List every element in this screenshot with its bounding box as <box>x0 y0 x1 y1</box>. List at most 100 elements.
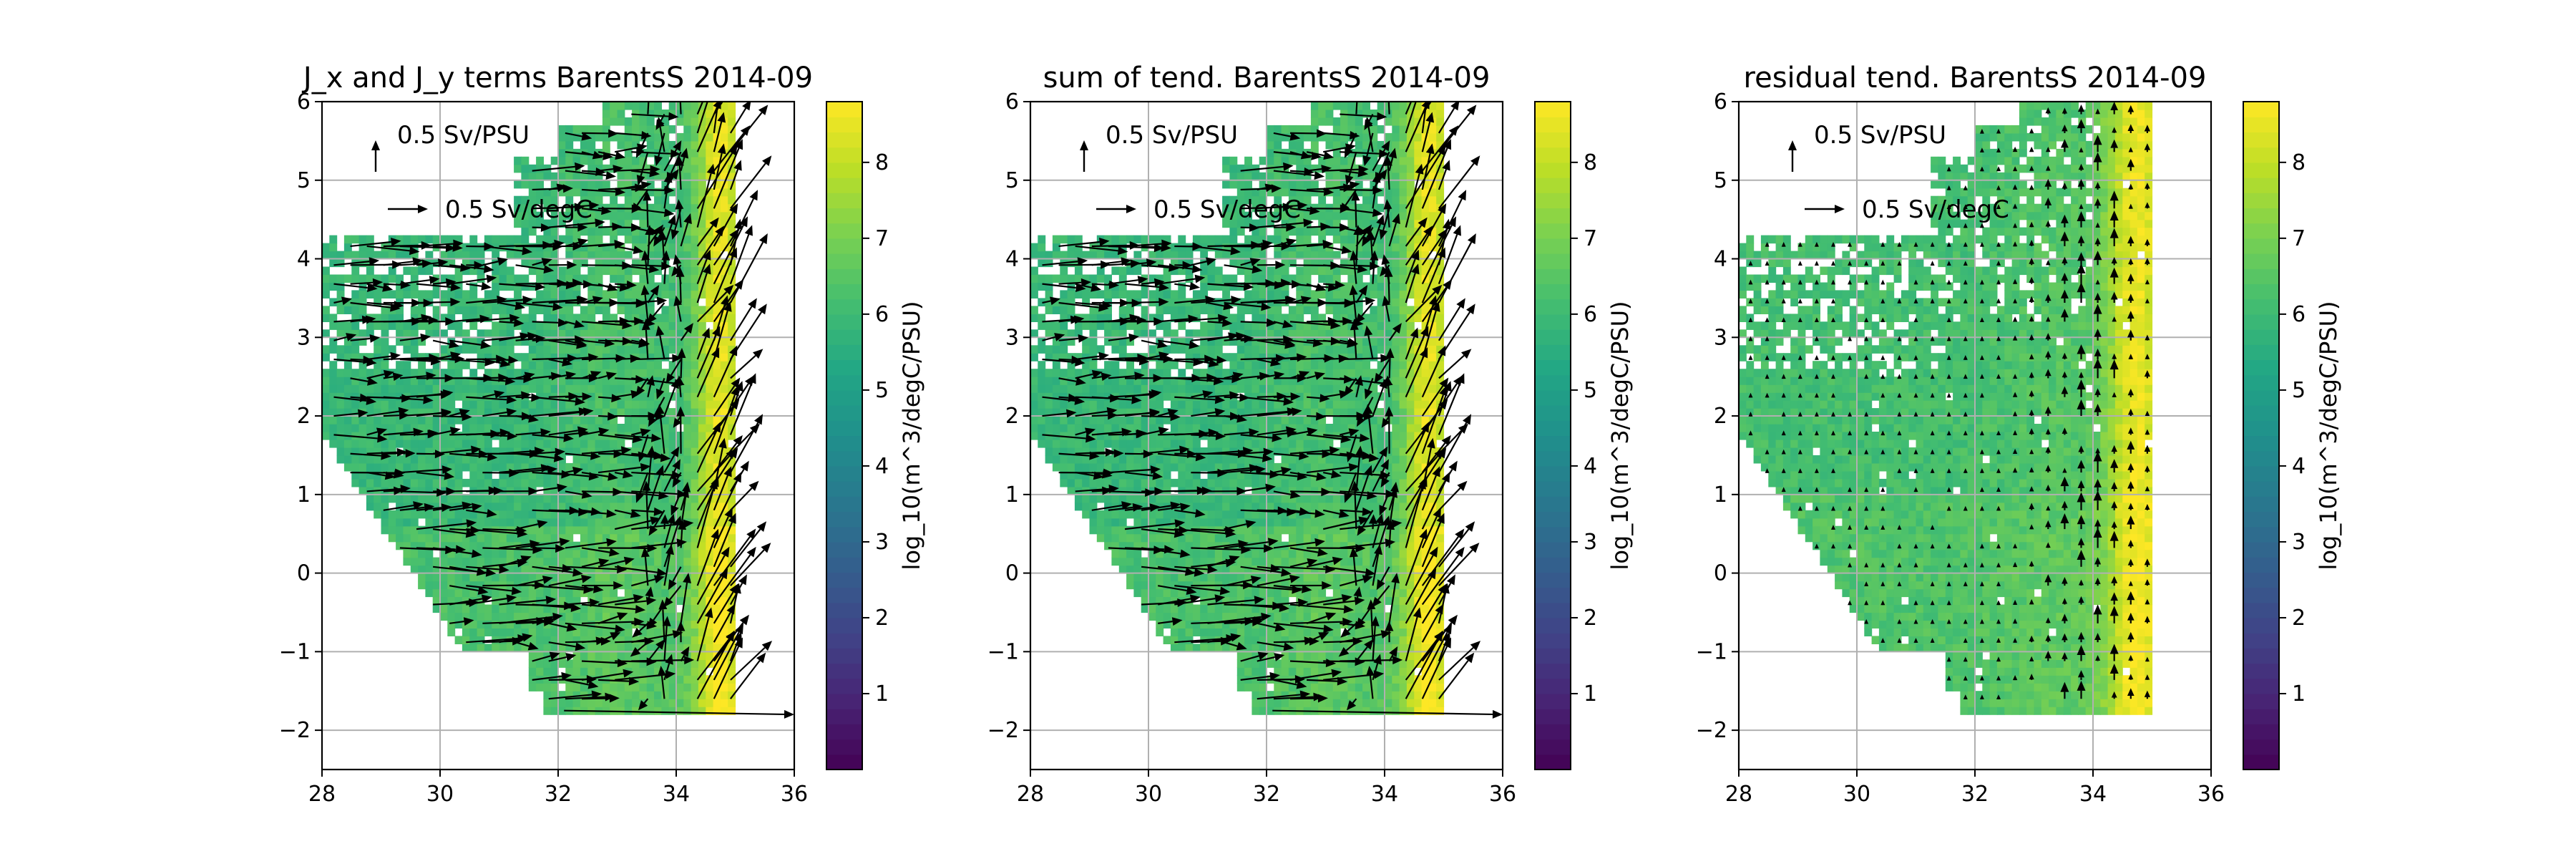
heatmap-cell <box>396 440 404 448</box>
heatmap-cell <box>1067 353 1075 361</box>
heatmap-cell <box>610 321 618 330</box>
heatmap-cell <box>624 424 633 432</box>
heatmap-cell <box>691 588 699 598</box>
heatmap-cell <box>558 462 566 472</box>
heatmap-cell <box>572 455 581 464</box>
quiver-arrow <box>696 173 712 228</box>
heatmap-cell <box>418 361 426 369</box>
heatmap-cell <box>720 699 728 707</box>
heatmap-cell <box>1038 416 1046 424</box>
quiver-arrow-head <box>704 607 713 618</box>
quiver-arrow-head <box>472 503 482 512</box>
heatmap-cell <box>646 219 655 228</box>
heatmap-cell <box>1111 478 1120 487</box>
heatmap-cell <box>366 274 374 283</box>
quiver-arrow <box>449 339 482 346</box>
heatmap-cell <box>1185 557 1194 566</box>
heatmap-cell <box>572 549 581 558</box>
heatmap-cell <box>1082 462 1091 472</box>
heatmap-cell <box>654 416 662 424</box>
heatmap-cell <box>602 353 610 361</box>
colorbar-segment <box>826 435 862 452</box>
quiver-arrow <box>680 357 683 379</box>
heatmap-cell <box>572 369 581 377</box>
heatmap-cell <box>1163 518 1171 527</box>
heatmap-cell <box>1089 510 1098 519</box>
heatmap-cell <box>654 541 662 550</box>
heatmap-cell <box>1104 533 1112 543</box>
heatmap-cell <box>514 549 522 558</box>
heatmap-cell <box>1045 408 1053 417</box>
quiver-arrow-head <box>608 472 618 481</box>
heatmap-cell <box>336 416 345 424</box>
heatmap-cell <box>602 188 610 197</box>
quiver-arrow-head <box>683 573 692 583</box>
quiver-arrow <box>663 223 673 247</box>
heatmap-cell <box>558 132 566 142</box>
quiver-arrow-head <box>622 336 633 346</box>
heatmap-cell <box>550 424 559 432</box>
heatmap-cell <box>572 440 581 448</box>
heatmap-cell <box>1104 329 1112 338</box>
heatmap-cell <box>343 455 352 464</box>
heatmap-cell <box>388 518 396 527</box>
heatmap-cell <box>336 345 345 354</box>
quiver-arrow-head <box>450 351 462 360</box>
quiver-arrow <box>597 597 635 606</box>
heatmap-cell <box>728 345 736 354</box>
heatmap-cell <box>329 243 338 252</box>
quiver-arrow-head <box>524 372 535 381</box>
heatmap-cell <box>477 377 485 385</box>
heatmap-cell <box>410 424 419 432</box>
quiver-arrow <box>432 354 452 361</box>
heatmap-cell <box>728 494 736 503</box>
heatmap-cell <box>440 541 448 550</box>
quiver-arrow <box>660 114 665 122</box>
heatmap-cell <box>410 251 419 260</box>
heatmap-cell <box>499 440 507 448</box>
heatmap-cell <box>624 377 633 385</box>
quiver-arrow <box>653 510 665 528</box>
heatmap-cell <box>691 180 699 189</box>
heatmap-cell <box>698 518 706 527</box>
heatmap-cell <box>624 447 633 456</box>
heatmap-cell <box>1148 235 1156 244</box>
heatmap-cell <box>1133 424 1142 432</box>
heatmap-cell <box>698 290 706 299</box>
heatmap-cell <box>595 243 603 252</box>
heatmap-cell <box>676 462 684 472</box>
heatmap-cell <box>720 683 728 691</box>
heatmap-cell <box>720 329 728 338</box>
heatmap-cell <box>1060 329 1068 338</box>
quiver-arrow-head <box>646 375 655 387</box>
heatmap-cell <box>447 581 456 590</box>
heatmap-cell <box>343 274 352 283</box>
heatmap-cell <box>683 432 692 440</box>
heatmap-cell <box>654 478 662 487</box>
heatmap-cell <box>1163 440 1171 448</box>
heatmap-cell <box>720 675 728 684</box>
heatmap-cell <box>632 117 640 126</box>
heatmap-cell <box>543 604 552 613</box>
quiver-arrow-head <box>486 274 497 283</box>
heatmap-cell <box>683 659 692 668</box>
heatmap-cell <box>728 628 736 636</box>
heatmap-cell <box>1178 345 1186 354</box>
colorbar-segment <box>826 268 862 285</box>
heatmap-cell <box>691 266 699 276</box>
heatmap-cell <box>661 400 670 409</box>
colorbar-segment <box>826 481 862 497</box>
heatmap-cell <box>632 549 640 558</box>
quiver-arrow <box>581 490 613 493</box>
quiver-arrow-head <box>719 44 727 55</box>
quiver-arrow <box>432 339 450 345</box>
heatmap-cell <box>654 258 662 268</box>
heatmap-cell <box>477 400 485 409</box>
heatmap-cell <box>1089 361 1098 369</box>
heatmap-cell <box>728 683 736 691</box>
heatmap-cell <box>646 180 655 189</box>
heatmap-cell <box>536 541 544 550</box>
y-tick-label: 3 <box>297 325 311 350</box>
heatmap-cell <box>477 462 485 472</box>
heatmap-cell <box>698 675 706 684</box>
